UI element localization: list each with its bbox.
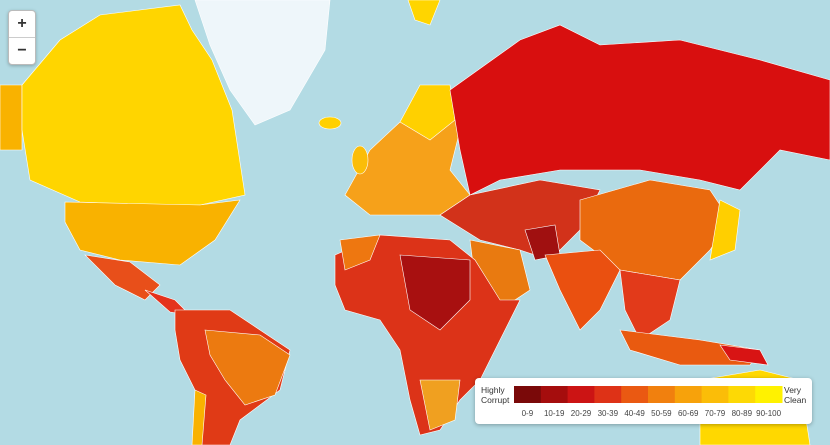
legend-swatch <box>621 386 649 403</box>
legend-swatch <box>701 386 729 403</box>
region <box>419 379 461 431</box>
legend-bin-label: 50-59 <box>651 409 672 418</box>
zoom-control: + − <box>8 10 36 65</box>
zoom-in-button[interactable]: + <box>17 15 27 32</box>
region <box>334 234 521 436</box>
region <box>64 199 241 266</box>
region <box>399 254 471 331</box>
legend: Highly Corrupt 0-9 10-19 20-29 30-39 40-49 50… <box>475 378 812 424</box>
region <box>709 199 741 261</box>
legend-scale: 0-9 10-19 20-29 30-39 40-49 50-59 60-69 70-79 80… <box>514 386 783 418</box>
region <box>579 179 731 281</box>
legend-low-label: Highly Corrupt <box>481 385 510 405</box>
legend-bin-label: 0-9 <box>522 409 534 418</box>
legend-bin-label: 10-19 <box>544 409 565 418</box>
legend-swatch <box>594 386 622 403</box>
region <box>719 344 769 366</box>
legend-high-label: Very Clean <box>784 385 807 405</box>
legend-swatch <box>755 386 783 403</box>
region <box>21 4 246 206</box>
region <box>619 329 761 366</box>
legend-swatch <box>728 386 756 403</box>
region <box>191 389 207 445</box>
legend-bin-label: 60-69 <box>678 409 699 418</box>
region <box>204 329 291 406</box>
legend-swatch <box>540 386 569 403</box>
region <box>449 24 830 196</box>
region <box>0 84 23 151</box>
legend-bin-label: 20-29 <box>571 409 592 418</box>
region <box>318 116 342 130</box>
legend-swatch <box>514 386 542 403</box>
region <box>351 145 369 175</box>
legend-swatch <box>567 386 595 403</box>
legend-bin-label: 90-100 <box>756 409 781 418</box>
region <box>194 0 331 126</box>
legend-swatch <box>648 386 676 403</box>
zoom-out-button[interactable]: − <box>9 37 35 64</box>
region <box>339 234 381 271</box>
legend-swatch <box>674 386 703 403</box>
legend-bin-label: 40-49 <box>624 409 645 418</box>
region <box>544 249 621 331</box>
legend-bin-label: 70-79 <box>705 409 726 418</box>
legend-bin-label: 80-89 <box>732 409 753 418</box>
region <box>407 0 441 26</box>
legend-bin-label: 30-39 <box>598 409 619 418</box>
region <box>619 269 681 341</box>
